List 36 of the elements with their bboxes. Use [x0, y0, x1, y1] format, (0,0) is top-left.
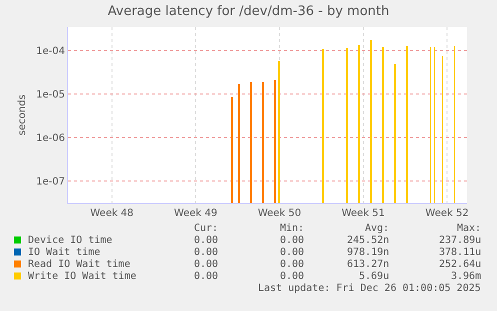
text: 0.00	[280, 235, 304, 246]
y-tick-label: 1e-06	[36, 132, 65, 144]
y-tick-label: 1e-05	[36, 90, 65, 101]
x-tick-label: Week 50	[258, 208, 302, 219]
y-axis-title: seconds	[17, 94, 28, 136]
text: 0.00	[194, 235, 218, 246]
text: 0.00	[280, 259, 304, 270]
text: Avg:	[365, 223, 390, 234]
text: 0.00	[280, 271, 304, 282]
y-tick-label: 1e-04	[36, 46, 65, 58]
text: 0.00	[194, 259, 218, 270]
text: 5.69u	[359, 271, 390, 282]
text: 0.00	[280, 247, 304, 258]
y-tick-label: 1e-07	[36, 176, 65, 188]
x-tick-label: Week 52	[425, 208, 469, 219]
text: Last update: Fri Dec 26 01:00:05 2025	[258, 283, 481, 294]
legend-label: Read IO Wait time	[28, 259, 130, 270]
chart-title: Average latency for /dev/dm-36 - by month	[108, 4, 390, 20]
text: 978.19n	[347, 247, 390, 258]
text: 237.89u	[439, 235, 482, 246]
legend-label: Device IO time	[28, 235, 112, 246]
text: 613.27n	[347, 259, 390, 270]
text: Cur:	[194, 223, 218, 234]
text: 0.00	[194, 247, 218, 258]
text: 3.96m	[451, 271, 482, 282]
text: 378.11u	[439, 247, 482, 258]
legend-label: Write IO Wait time	[28, 271, 136, 282]
text: Min:	[280, 223, 304, 234]
text: 245.52n	[347, 235, 390, 246]
legend-label: IO Wait time	[28, 247, 100, 258]
text: Max:	[457, 223, 482, 234]
x-tick-label: Week 51	[342, 208, 385, 219]
text: 252.64u	[439, 259, 482, 270]
text: 0.00	[194, 271, 218, 282]
x-tick-label: Week 49	[174, 208, 218, 219]
x-tick-label: Week 48	[90, 208, 134, 219]
